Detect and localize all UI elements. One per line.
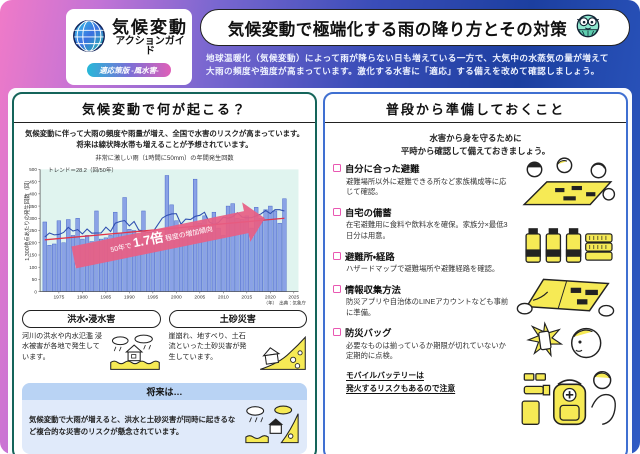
svg-text:500: 500 — [29, 167, 37, 172]
checklist-item-body: 在宅避難用に食料や飲料水を確保。家族分×最低3日分は用意。 — [346, 220, 508, 240]
flood-section-title: 洪水・浸水害 — [22, 309, 161, 328]
chart-trend-label: トレンド＝28.2（回/50年） — [48, 168, 118, 175]
checklist-item-title: 自分に合った避難 — [345, 164, 420, 175]
checkbox-icon[interactable] — [333, 164, 341, 173]
main-content: 気候変動で何が起こる？ 気候変動に伴って大雨の頻度や雨量が増え、全国で水害のリス… — [8, 88, 632, 454]
svg-text:350: 350 — [29, 204, 37, 209]
logo-line2: アクションガイド — [115, 35, 185, 58]
checkbox-icon[interactable] — [333, 251, 341, 260]
page-title: 気候変動で極端化する雨の降り方とその対策 — [227, 20, 568, 39]
checklist-item-body: 必要なものは揃っているか期限が切れていないか定期的に点検。 — [346, 340, 506, 361]
flood-house-illustration — [109, 331, 161, 378]
checklist-item-title: 情報収集方法 — [345, 284, 401, 295]
checklist-item-body: 防災アプリや自治体のLINEアカウントなども事前に準備。 — [346, 297, 509, 317]
compound-disaster-illustration — [244, 404, 300, 449]
svg-text:200: 200 — [29, 241, 37, 246]
page-title-pill: 気候変動で極端化する雨の降り方とその対策 — [200, 9, 630, 46]
flood-section-body: 河川の洪水や内水氾濫 浸水被害が各地で発生しています。 — [22, 331, 103, 361]
checklist-item-stockpile: 自宅の備蓄 在宅避難用に食料や飲料水を確保。家族分×最低3日分は用意。 — [333, 205, 511, 242]
bar-chart: 50年で 1.7倍 程度の増加傾向05010015020025030035040… — [29, 167, 307, 306]
chart-title: 非常に激しい雨（1時間に50mm）の年間発生回数 — [95, 155, 234, 163]
svg-text:2015: 2015 — [241, 295, 252, 301]
svg-text:400: 400 — [29, 192, 37, 197]
svg-text:0: 0 — [34, 290, 37, 295]
hazard-landslide-section: 土砂災害 崖崩れ、地すべり、土石流といった土砂災害が発生しています。 — [168, 309, 307, 378]
logo-line1: 気候変動 — [112, 18, 188, 38]
subtitle-line1: 地球温暖化（気候変動）によって雨が降らない日も増えている一方で、大気中の水蒸気の… — [206, 53, 609, 63]
svg-text:1990: 1990 — [124, 295, 135, 301]
svg-text:2025: 2025 — [288, 295, 299, 301]
emergency-bag-illustration — [518, 365, 618, 436]
future-risk-box: 将来は… 気候変動で大雨が増えると、洪水と土砂災害が同時に起きるなど複合的な災害… — [22, 382, 307, 454]
checklist-item-shelter-route: 避難所・経路 ハザードマップで避難場所や避難経路を確認。 — [333, 249, 511, 275]
checklist-item-body: 避難場所以外に避難できる所など家族構成等に応じて確認。 — [346, 176, 507, 197]
logo-badge: 適応策版 -風水害- — [87, 63, 171, 77]
left-panel-what-happens: 気候変動で何が起こる？ 気候変動に伴って大雨の頻度や雨量が増え、全国で水害のリス… — [12, 92, 317, 454]
checklist-item-title: 避難所・経路 — [345, 251, 395, 262]
landslide-illustration — [255, 331, 307, 378]
header: 気候変動 アクションガイド 適応策版 -風水害- 気候変動で極端化する雨の降り方… — [0, 0, 640, 88]
svg-text:1995: 1995 — [147, 295, 158, 301]
svg-text:300: 300 — [29, 216, 37, 221]
checklist-item-evacuation: 自分に合った避難 避難場所以外に避難できる所など家族構成等に応じて確認。 — [333, 161, 511, 198]
svg-text:2020: 2020 — [265, 295, 276, 301]
future-box-body: 気候変動で大雨が増えると、洪水と土砂災害が同時に起きるなど複合的な災害のリスクが… — [29, 415, 236, 437]
svg-text:100: 100 — [29, 265, 37, 270]
svg-text:1975: 1975 — [53, 295, 64, 301]
family-map-illustration — [518, 157, 616, 222]
header-subtitle: 地球温暖化（気候変動）によって雨が降らない日も増えている一方で、大気中の水蒸気の… — [200, 52, 630, 79]
hazard-sections: 洪水・浸水害 河川の洪水や内水氾濫 浸水被害が各地で発生しています。 — [22, 309, 307, 378]
globe-icon — [70, 17, 108, 60]
right-panel-intro: 水害から身を守るために 平時から確認して備えておきましょう。 — [400, 133, 551, 156]
subtitle-line2: 大雨の頻度や強度が高まっています。激化する水害に「適応」する備えを改めて確認しま… — [206, 66, 600, 77]
turtle-mascot-icon — [574, 11, 602, 44]
checklist-item-body: ハザードマップで避難場所や避難経路を確認。 — [346, 264, 500, 274]
checkbox-icon[interactable] — [333, 207, 341, 216]
right-panel-title: 普段から準備しておくこと — [325, 94, 626, 123]
svg-text:1980: 1980 — [77, 295, 88, 301]
svg-text:2000: 2000 — [171, 295, 182, 301]
rain-frequency-chart: 非常に激しい雨（1時間に50mm）の年間発生回数 トレンド＝28.2（回/50年… — [22, 153, 307, 306]
battery-warning-note: モバイルバッテリーは 発火するリスクもあるので注意 — [346, 370, 456, 394]
water-food-illustration — [518, 221, 614, 272]
svg-text:（年） 出典：気象庁: （年） 出典：気象庁 — [264, 300, 307, 306]
hazard-flood-section: 洪水・浸水害 河川の洪水や内水氾濫 浸水被害が各地で発生しています。 — [22, 309, 161, 378]
checkbox-icon[interactable] — [333, 328, 341, 337]
checklist-item-title: 自宅の備蓄 — [345, 207, 392, 218]
checkbox-icon[interactable] — [333, 284, 341, 293]
checklist-item-information: 情報収集方法 防災アプリや自治体のLINEアカウントなども事前に準備。 — [333, 282, 511, 319]
checklist: 自分に合った避難 避難場所以外に避難できる所など家族構成等に応じて確認。 自宅の… — [333, 157, 618, 436]
checklist-item-title: 防災バッグ — [345, 328, 392, 339]
svg-text:1985: 1985 — [100, 295, 111, 301]
svg-text:150: 150 — [29, 253, 37, 258]
logo-box: 気候変動 アクションガイド 適応策版 -風水害- — [66, 9, 192, 85]
svg-text:2010: 2010 — [218, 295, 229, 301]
left-panel-intro: 気候変動に伴って大雨の頻度や雨量が増え、全国で水害のリスクが高まっています。 将… — [24, 129, 305, 150]
landslide-section-body: 崖崩れ、地すべり、土石流といった土砂災害が発生しています。 — [168, 331, 247, 361]
svg-text:450: 450 — [29, 180, 37, 185]
phone-alert-illustration — [522, 319, 610, 370]
checklist-item-emergency-bag: 防災バッグ 必要なものは揃っているか期限が切れていないか定期的に点検。 — [333, 325, 511, 362]
logo-text: 気候変動 アクションガイド — [112, 19, 188, 58]
chart-y-axis-label: 1,300地点あたりの発生回数（回） — [25, 177, 31, 262]
left-panel-title: 気候変動で何が起こる？ — [14, 94, 315, 123]
future-box-title: 将来は… — [22, 382, 307, 400]
svg-text:250: 250 — [29, 228, 37, 233]
landslide-section-title: 土砂災害 — [168, 309, 307, 328]
svg-text:2005: 2005 — [194, 295, 205, 301]
svg-text:50: 50 — [32, 277, 38, 282]
right-panel-preparation: 普段から準備しておくこと 水害から身を守るために 平時から確認して備えておきまし… — [323, 92, 628, 454]
hazard-map-illustration — [516, 271, 616, 322]
